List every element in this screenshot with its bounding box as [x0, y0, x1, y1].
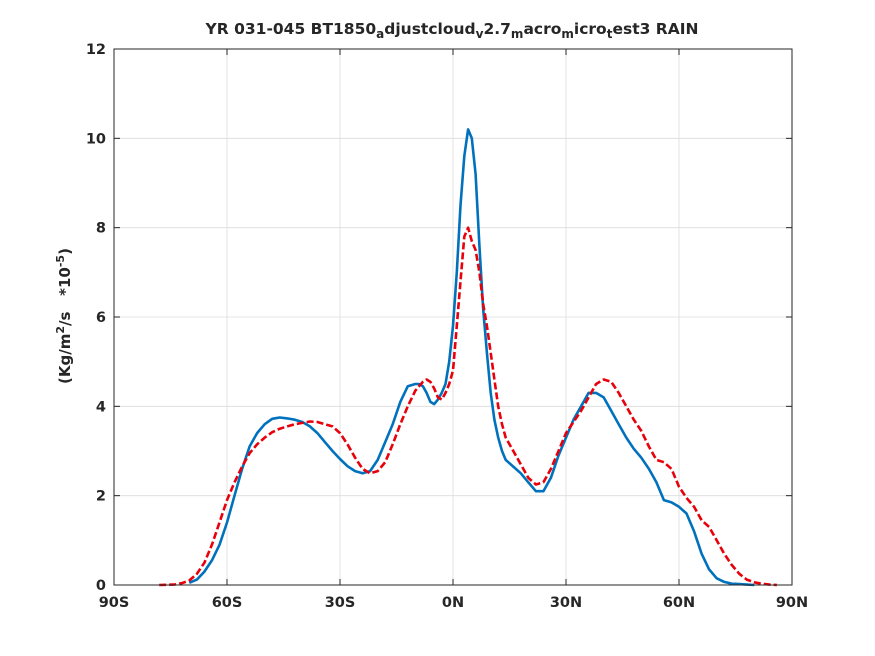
y-tick-label: 4 — [96, 399, 106, 415]
title-sub: m — [511, 27, 524, 41]
title-sub: m — [561, 27, 574, 41]
tick-labels: 90S 60S 30S 0N 30N 60N 90N 0 2 4 6 8 10 12 — [86, 42, 808, 611]
y-axis-label: (Kg/m2/s *10-5) — [54, 248, 75, 384]
y-tick-label: 2 — [96, 489, 106, 505]
ylabel-part: /s *10 — [56, 267, 74, 326]
tick-marks — [113, 48, 793, 586]
x-tick-label: 0N — [442, 595, 464, 611]
title-part: 2.7 — [483, 20, 510, 38]
title-part: YR 031-045 BT1850 — [205, 20, 377, 38]
x-tick-label: 30N — [550, 595, 582, 611]
ylabel-part: ) — [56, 248, 74, 255]
title-part: est3 RAIN — [612, 20, 698, 38]
x-tick-label: 30S — [325, 595, 356, 611]
title-part: djustcloud — [384, 20, 475, 38]
title-sub: t — [607, 27, 613, 41]
title-sub: v — [476, 27, 484, 41]
x-tick-label: 60S — [212, 595, 243, 611]
ylabel-part: (Kg/m — [56, 334, 74, 384]
x-tick-label: 90S — [99, 595, 130, 611]
title-part: icro — [574, 20, 607, 38]
solid-series-line — [188, 128, 755, 587]
series-lines — [159, 128, 777, 587]
y-tick-label: 10 — [86, 131, 106, 147]
title-sub: a — [376, 27, 384, 41]
y-tick-label: 6 — [96, 310, 106, 326]
x-tick-label: 90N — [776, 595, 808, 611]
y-tick-label: 12 — [86, 42, 106, 58]
ylabel-sup: -5 — [54, 255, 67, 267]
dashed-series-line — [159, 226, 777, 587]
ylabel-sup: 2 — [54, 326, 67, 334]
chart-title: YR 031-045 BT1850adjustcloudv2.7macromic… — [205, 20, 699, 41]
x-tick-label: 60N — [663, 595, 695, 611]
y-tick-label: 8 — [96, 221, 106, 237]
y-tick-label: 0 — [96, 578, 106, 594]
title-part: acro — [523, 20, 561, 38]
